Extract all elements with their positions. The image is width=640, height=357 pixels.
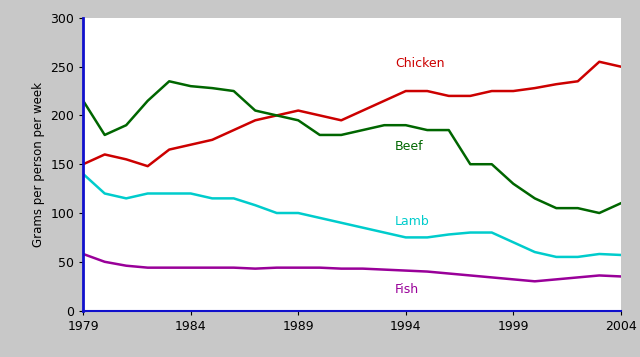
Text: Lamb: Lamb (395, 215, 429, 228)
Y-axis label: Grams per person per week: Grams per person per week (32, 82, 45, 247)
Text: Fish: Fish (395, 283, 419, 296)
Text: Beef: Beef (395, 140, 424, 152)
Text: Chicken: Chicken (395, 57, 445, 70)
